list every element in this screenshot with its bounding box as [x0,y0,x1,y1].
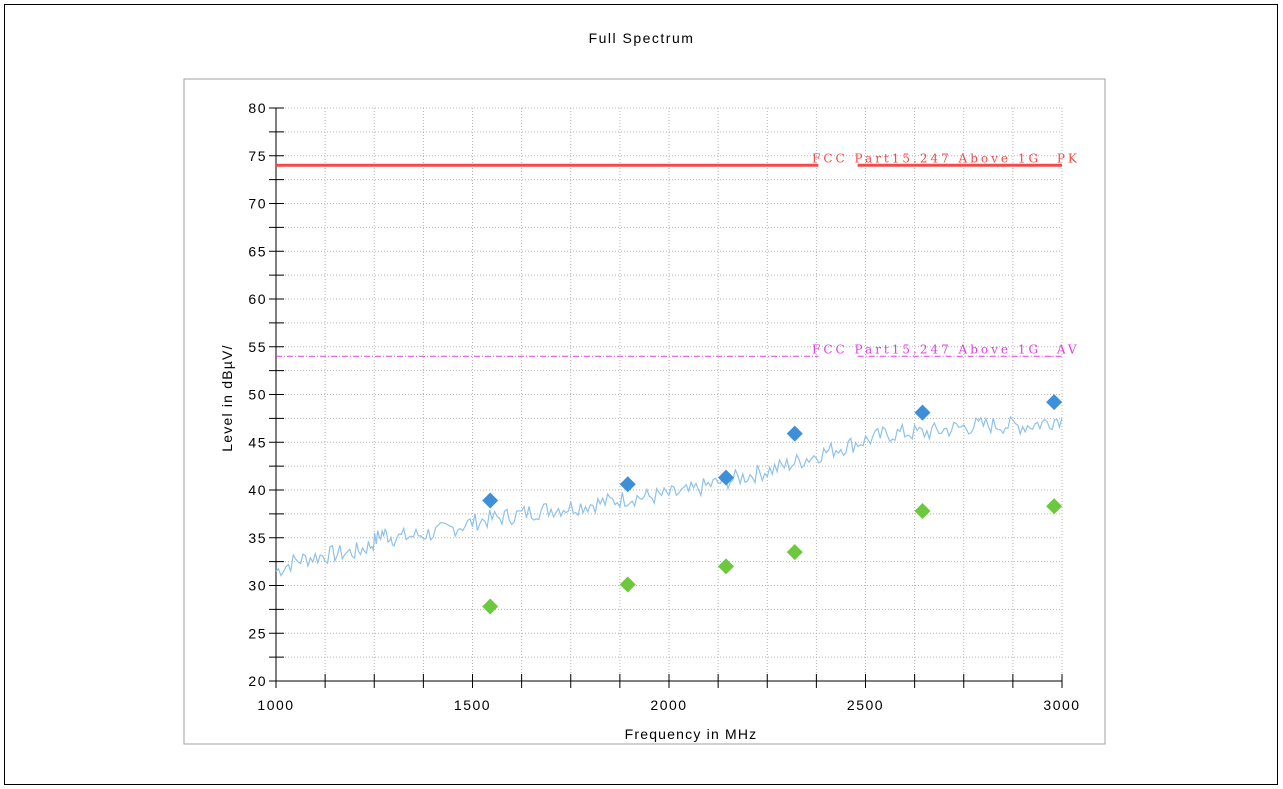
chart-title: Full Spectrum [588,30,695,46]
spectrum-trace [275,415,1063,577]
limit-line-label: FCC Part15.247 Above 1G _PK [812,151,1080,165]
diamond-marker [619,576,636,593]
y-tick-label: 80 [248,100,267,116]
y-tick-label: 25 [248,625,267,641]
y-tick-label: 50 [248,387,267,403]
y-tick-label: 35 [248,530,267,546]
diamond-marker [786,544,803,561]
y-tick-label: 70 [248,196,267,212]
chart-panel [183,78,1106,745]
diamond-marker [482,598,499,615]
diamond-marker [1046,498,1063,515]
x-axis-title: Frequency in MHz [625,726,758,742]
y-tick-label: 45 [248,434,267,450]
limit-layer: FCC Part15.247 Above 1G _PK FCC Part15.24… [276,151,1080,357]
diamond-marker [717,558,734,575]
x-tick-label: 2500 [847,697,884,713]
diamond-marker [619,476,636,493]
y-tick-label: 60 [248,291,267,307]
diamond-marker [482,492,499,509]
y-tick-label: 20 [248,673,267,689]
diamond-marker [1046,394,1063,411]
x-tick-label: 3000 [1043,697,1080,713]
diamond-marker [786,425,803,442]
axis-layer: 20 25 30 35 40 45 50 55 60 65 70 75 80 1000 1500 2000 25… [248,100,1080,713]
y-axis-title: Level in dBµV/ [219,344,235,451]
series-layer [275,394,1063,615]
diamond-marker [717,469,734,486]
diamond-marker [914,503,931,520]
x-tick-label: 1000 [257,697,294,713]
y-tick-label: 55 [248,339,267,355]
x-tick-label: 1500 [454,697,491,713]
y-tick-label: 75 [248,148,267,164]
limit-line-label: FCC Part15.247 Above 1G _AV [812,342,1080,356]
y-tick-label: 65 [248,243,267,259]
diamond-marker [914,404,931,421]
y-tick-label: 40 [248,482,267,498]
x-tick-label: 2000 [650,697,687,713]
y-tick-label: 30 [248,578,267,594]
